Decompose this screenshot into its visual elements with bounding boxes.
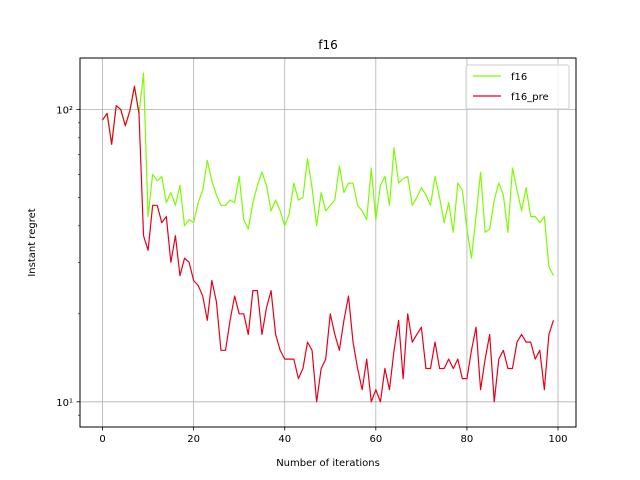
y-tick-label: 10² (56, 105, 73, 116)
x-tick-label: 60 (369, 434, 382, 445)
x-axis-label: Number of iterations (276, 458, 380, 469)
ticks: 0 20 40 60 80 100 10¹ 10² (56, 105, 567, 445)
x-tick-label: 40 (278, 434, 291, 445)
y-axis-label: Instant regret (27, 208, 38, 276)
legend-label-f16_pre: f16_pre (511, 92, 549, 103)
x-tick-label: 20 (187, 434, 200, 445)
legend: f16 f16_pre (465, 64, 570, 110)
x-tick-label: 80 (461, 434, 474, 445)
legend-label-f16: f16 (511, 72, 527, 83)
y-tick-label: 10¹ (56, 398, 73, 409)
x-tick-label: 100 (548, 434, 567, 445)
series-layer (102, 72, 555, 403)
series-line-f16_pre (102, 85, 555, 403)
axes-frame (79, 57, 577, 428)
x-tick-label: 0 (99, 434, 105, 445)
series-line-f16 (102, 72, 554, 276)
chart-title: f16 (318, 38, 338, 52)
